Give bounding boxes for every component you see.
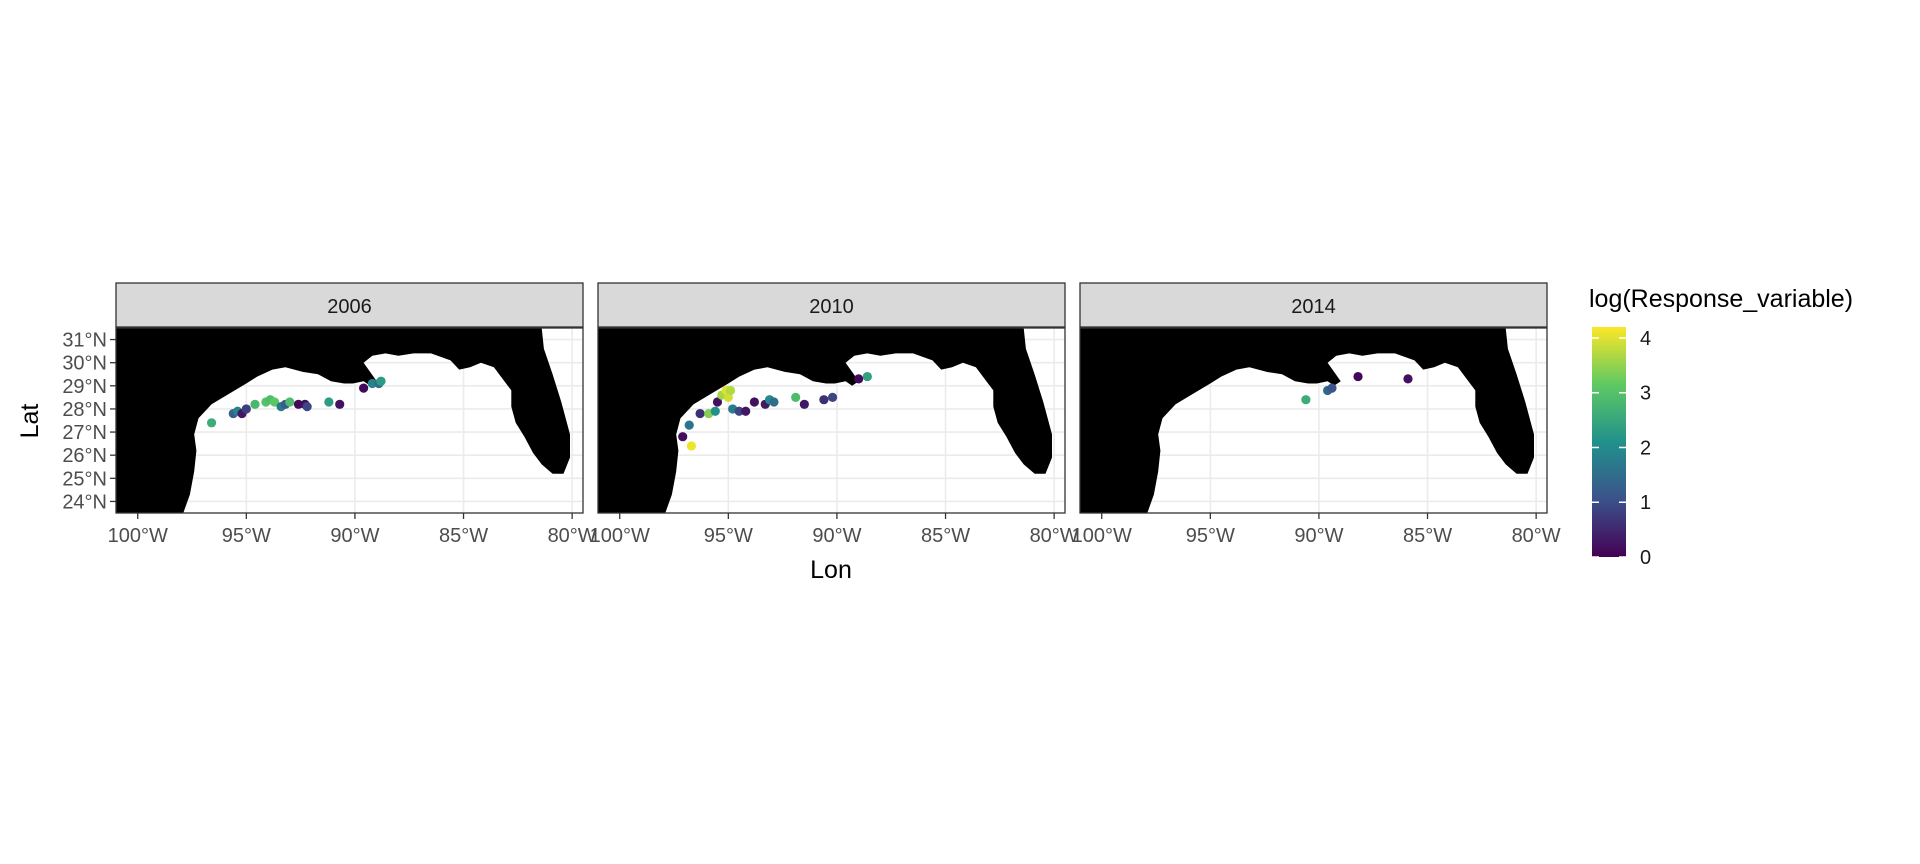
panel-border — [115, 327, 584, 514]
x-tick-label: 90°W — [330, 525, 379, 547]
x-tick-label: 100°W — [590, 525, 650, 547]
land-mass — [1080, 328, 1534, 513]
facet-panel-2010: 2010 100°W 95°W 90°W 85°W 80°W — [590, 282, 1079, 547]
data-point — [862, 371, 872, 382]
color-legend: log(Response_variable) 0 1 2 3 4 — [1589, 285, 1853, 569]
x-tick-label: 95°W — [1186, 525, 1235, 547]
data-point — [749, 397, 759, 407]
data-point — [686, 441, 697, 451]
data-point — [359, 383, 369, 393]
x-tick-label: 100°W — [108, 525, 168, 547]
y-tick-label: 29°N — [62, 376, 107, 398]
facet-strip — [115, 282, 584, 328]
data-point — [1353, 371, 1363, 382]
x-tick-label: 85°W — [439, 525, 488, 547]
facet-panel-2014: 2014 100°W 95°W 90°W 85°W 80°W — [1072, 282, 1561, 547]
land-mass — [598, 328, 1052, 513]
data-point — [725, 385, 736, 396]
data-point — [206, 418, 217, 428]
x-tick-label: 95°W — [704, 525, 753, 547]
legend-tick-label: 3 — [1640, 383, 1651, 405]
data-point — [819, 395, 829, 405]
x-tick-label: 90°W — [812, 525, 861, 547]
data-point — [695, 408, 705, 419]
facet-strip-label: 2010 — [809, 296, 854, 318]
x-tick-label: 100°W — [1072, 525, 1132, 547]
y-tick-label: 26°N — [62, 445, 107, 467]
x-tick-label: 80°W — [548, 525, 597, 547]
x-tick-label: 85°W — [1403, 525, 1452, 547]
legend-title: log(Response_variable) — [1589, 285, 1853, 313]
data-point — [324, 397, 334, 407]
data-point — [723, 392, 733, 402]
data-point — [712, 397, 723, 407]
x-tick-label: 85°W — [921, 525, 970, 547]
legend-tick-label: 4 — [1640, 328, 1651, 350]
legend-colorbar — [1592, 327, 1626, 557]
y-tick-label: 30°N — [62, 353, 107, 375]
legend-tick-label: 1 — [1640, 492, 1651, 514]
data-point — [827, 392, 838, 402]
facet-strip-label: 2014 — [1291, 296, 1336, 318]
legend-tick-label: 2 — [1640, 437, 1651, 459]
x-tick-label: 80°W — [1512, 525, 1561, 547]
x-tick-label: 80°W — [1030, 525, 1079, 547]
facet-panel-2006: 2006 100°W 95°W 90°W 85°W 80°W 24°N25°N26°N27°… — [62, 282, 597, 547]
facet-strip-label: 2006 — [327, 296, 372, 318]
data-point — [293, 399, 304, 409]
y-tick-label: 31°N — [62, 330, 107, 352]
y-tick-label: 28°N — [62, 399, 107, 421]
data-point — [854, 374, 864, 384]
data-point — [710, 406, 720, 416]
x-axis-title: Lon — [810, 556, 852, 584]
data-point — [741, 406, 751, 416]
data-point — [302, 402, 312, 412]
legend-ticks: 0 1 2 3 4 — [1592, 328, 1651, 569]
data-point — [684, 420, 694, 430]
data-point — [1327, 383, 1337, 393]
data-point — [799, 399, 809, 409]
data-point — [285, 397, 295, 407]
data-point — [269, 397, 280, 407]
data-point — [250, 399, 260, 409]
y-tick-label: 27°N — [62, 422, 107, 444]
data-point — [376, 376, 386, 386]
data-point — [241, 404, 251, 414]
facet-panels: 2006 100°W 95°W 90°W 85°W 80°W 24°N25°N26°N27°… — [62, 282, 1561, 547]
data-point — [1301, 395, 1311, 405]
data-point — [734, 406, 744, 416]
facet-strip — [597, 282, 1066, 328]
data-point — [791, 392, 801, 402]
legend-tick-label: 0 — [1640, 547, 1651, 569]
data-point — [769, 397, 779, 407]
data-point — [367, 378, 377, 389]
y-axis-title: Lat — [16, 404, 44, 439]
y-tick-label: 24°N — [62, 491, 107, 513]
x-tick-label: 95°W — [222, 525, 271, 547]
data-point — [1403, 374, 1413, 384]
data-point — [335, 399, 345, 409]
y-tick-label: 25°N — [62, 468, 107, 490]
facet-strip — [1079, 282, 1548, 328]
land-mass — [116, 328, 570, 513]
panel-border — [597, 327, 1066, 514]
panel-border — [1079, 327, 1548, 514]
x-tick-label: 90°W — [1294, 525, 1343, 547]
data-point — [678, 432, 688, 442]
